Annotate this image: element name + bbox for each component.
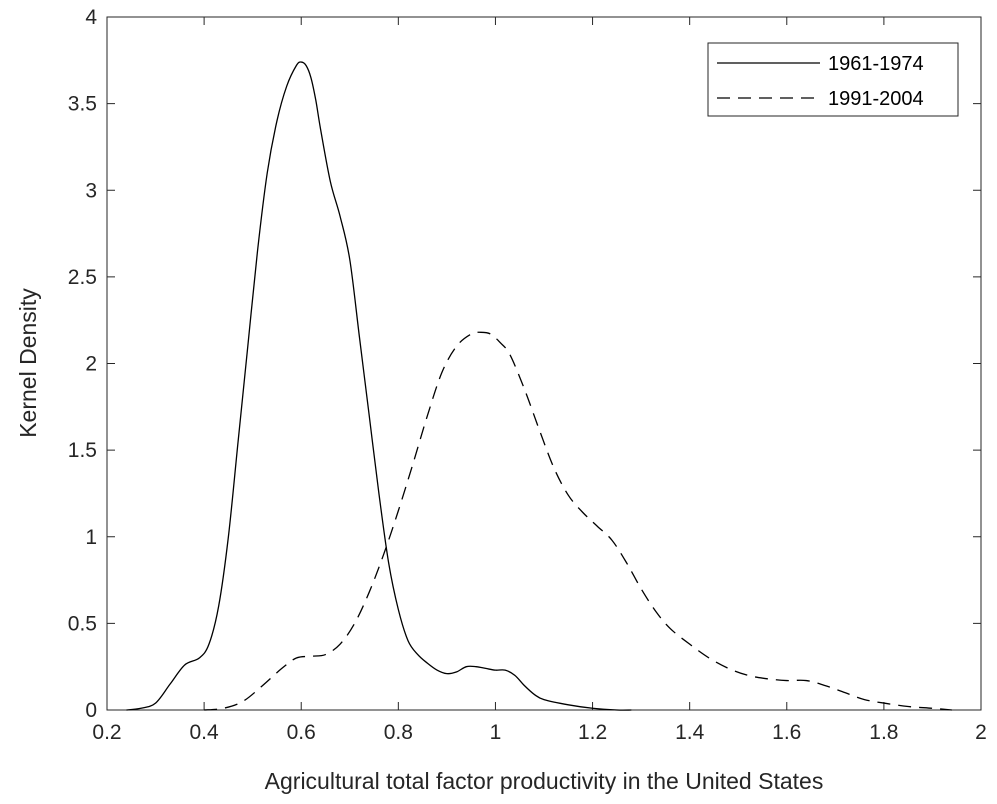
x-axis-title: Agricultural total factor productivity i… [265,768,824,794]
y-tick-label: 2 [85,353,97,376]
series-line-1961-1974 [126,61,632,711]
legend-label-1991-2004: 1991-2004 [828,88,924,110]
y-axis-title: Kernel Density [15,288,41,438]
y-tick-label: 0 [85,699,97,722]
x-tick-label: 2 [975,721,987,744]
axis-ticks [106,16,982,711]
x-tick-label: 1 [490,721,502,744]
x-tick-label: 0.2 [92,721,121,744]
y-tick-label: 4 [85,6,97,29]
x-tick-label: 0.8 [384,721,413,744]
legend-label-1961-1974: 1961-1974 [828,53,924,75]
series-line-1991-2004 [204,331,952,711]
y-tick-label: 1.5 [68,439,97,462]
y-tick-label: 0.5 [68,612,97,635]
y-tick-labels: 0 0.5 1 1.5 2 2.5 3 3.5 4 [68,6,98,722]
legend-box [707,42,959,117]
plot-area [106,16,982,711]
legend: 1961-1974 1991-2004 [707,42,959,117]
x-tick-label: 1.4 [675,721,705,744]
y-tick-label: 1 [85,526,97,549]
x-tick-label: 0.6 [287,721,316,744]
y-tick-label: 3 [85,179,97,202]
x-tick-label: 1.6 [772,721,801,744]
x-tick-labels: 0.2 0.4 0.6 0.8 1 1.2 1.4 1.6 1.8 2 [92,721,986,744]
x-tick-label: 1.8 [869,721,898,744]
series-lines [126,61,952,711]
y-tick-label: 3.5 [68,93,97,116]
x-tick-label: 1.2 [578,721,607,744]
y-tick-label: 2.5 [68,266,97,289]
x-tick-label: 0.4 [190,721,220,744]
